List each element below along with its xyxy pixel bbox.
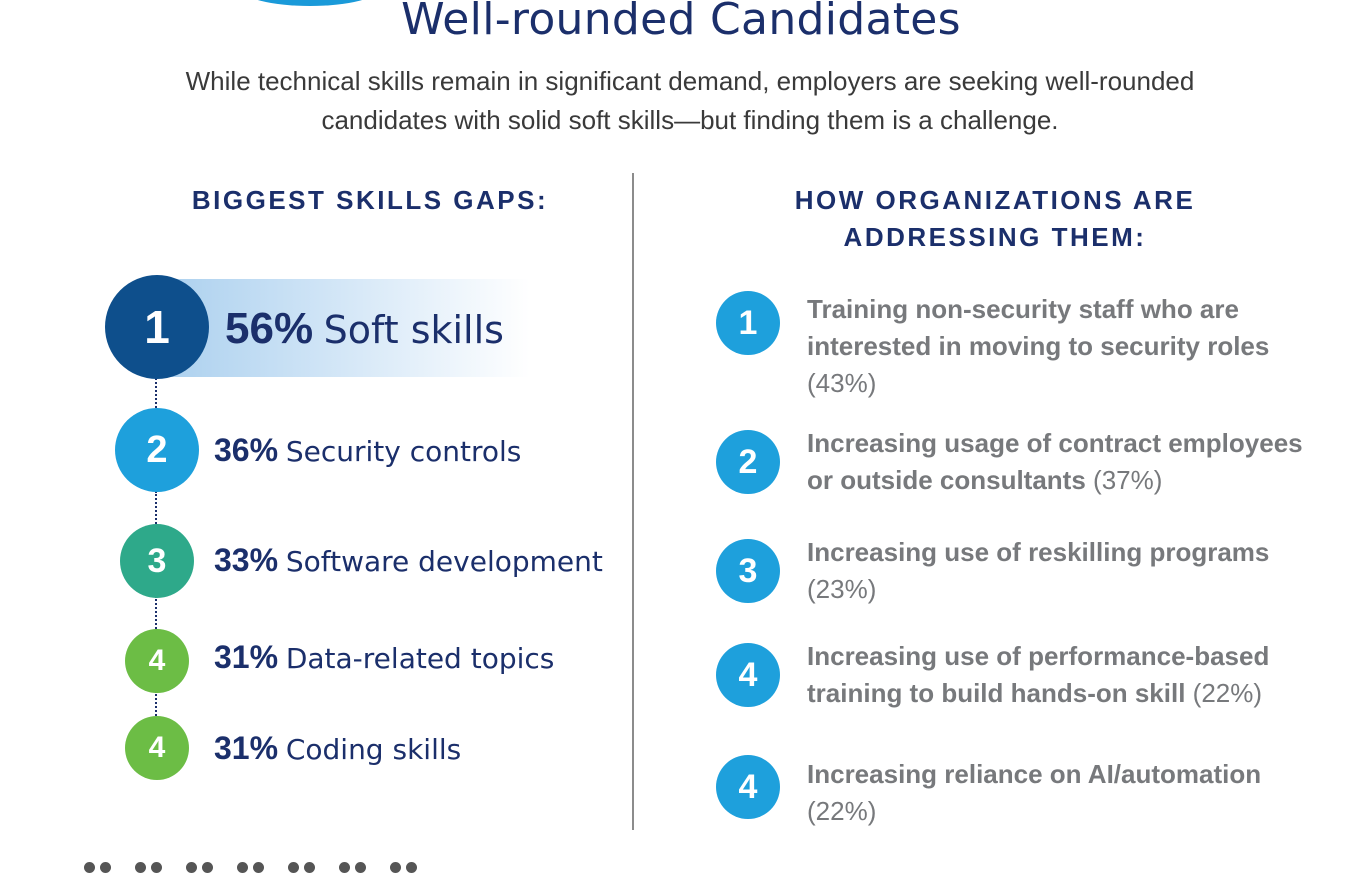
decorative-dot [84,862,95,873]
rank-badge: 3 [120,524,194,598]
decorative-dot [304,862,315,873]
decorative-dot [100,862,111,873]
approach-percent: (43%) [807,368,877,398]
page-title: Well-rounded Candidates [401,0,961,45]
connector-line [155,691,157,716]
approach-text-line-2: or outside consultants [807,465,1086,495]
approach-percent: (37%) [1093,465,1163,495]
gap-percent: 36% [214,432,279,468]
approach-text-line-1: Increasing usage of contract employees [807,428,1303,458]
rank-badge: 1 [716,291,780,355]
decorative-dot [151,862,162,873]
decorative-dot [288,862,299,873]
rank-badge: 2 [115,408,199,492]
approach-text: Increasing reliance on AI/automation (22… [807,756,1307,830]
decorative-dot [135,862,146,873]
gap-percent: 31% [214,730,279,766]
approach-percent: (22%) [807,796,877,826]
decorative-dot [202,862,213,873]
gap-percent: 31% [214,639,279,675]
approach-text-line-1: Increasing reliance on AI/automation [807,759,1262,789]
approach-text-line-2: interested in moving to security roles [807,331,1270,361]
approach-text-line-1: Increasing use of performance-based [807,641,1270,671]
decorative-dot [237,862,248,873]
decorative-dot [339,862,350,873]
subtitle-line-1: While technical skills remain in signifi… [185,66,1195,96]
decorative-blob [240,0,380,6]
gap-label: Coding skills [285,733,462,766]
approach-text-line-1: Increasing use of reskilling programs [807,537,1270,567]
skills-gap-text: 56% Soft skills [225,304,504,354]
approach-text: Increasing usage of contract employees o… [807,425,1307,499]
rank-badge: 2 [716,430,780,494]
skills-gap-text: 33% Software development [214,542,603,579]
connector-line [155,596,157,629]
skills-gap-text: 31% Coding skills [214,730,461,767]
gap-percent: 56% [225,304,314,353]
subtitle-line-2: candidates with solid soft skills—but fi… [321,105,1059,135]
page-subtitle: While technical skills remain in signifi… [160,62,1220,140]
gap-label: Soft skills [323,308,504,352]
decorative-dot [390,862,401,873]
approach-text: Training non-security staff who are inte… [807,291,1307,402]
rank-badge: 4 [716,755,780,819]
decorative-dot [186,862,197,873]
approach-text: Increasing use of reskilling programs (2… [807,534,1307,608]
skills-gaps-heading: BIGGEST SKILLS GAPS: [191,185,549,215]
approach-text: Increasing use of performance-based trai… [807,638,1307,712]
approaches-heading-line-2: ADDRESSING THEM: [843,222,1147,252]
decorative-dot [406,862,417,873]
rank-badge: 4 [125,716,189,780]
decorative-dot [253,862,264,873]
rank-badge: 4 [716,643,780,707]
top-gap-highlight [150,279,530,377]
rank-badge: 4 [125,629,189,693]
approach-text-line-1: Training non-security staff who are [807,294,1239,324]
rank-badge: 3 [716,539,780,603]
column-divider [632,173,634,830]
approach-percent: (22%) [1192,678,1263,708]
approaches-heading: HOW ORGANIZATIONS ARE ADDRESSING THEM: [740,182,1250,256]
connector-line [155,378,157,408]
decorative-dot [355,862,366,873]
connector-line [155,491,157,524]
gap-label: Data-related topics [285,642,555,675]
approach-text-line-2: training to build hands-on skill [807,678,1186,708]
skills-gap-text: 31% Data-related topics [214,639,554,676]
approach-percent: (23%) [807,574,877,604]
gap-percent: 33% [214,542,279,578]
approaches-heading-line-1: HOW ORGANIZATIONS ARE [794,185,1196,215]
skills-gap-text: 36% Security controls [214,432,521,469]
rank-badge: 1 [105,275,209,379]
gap-label: Security controls [285,435,522,468]
gap-label: Software development [285,545,603,578]
